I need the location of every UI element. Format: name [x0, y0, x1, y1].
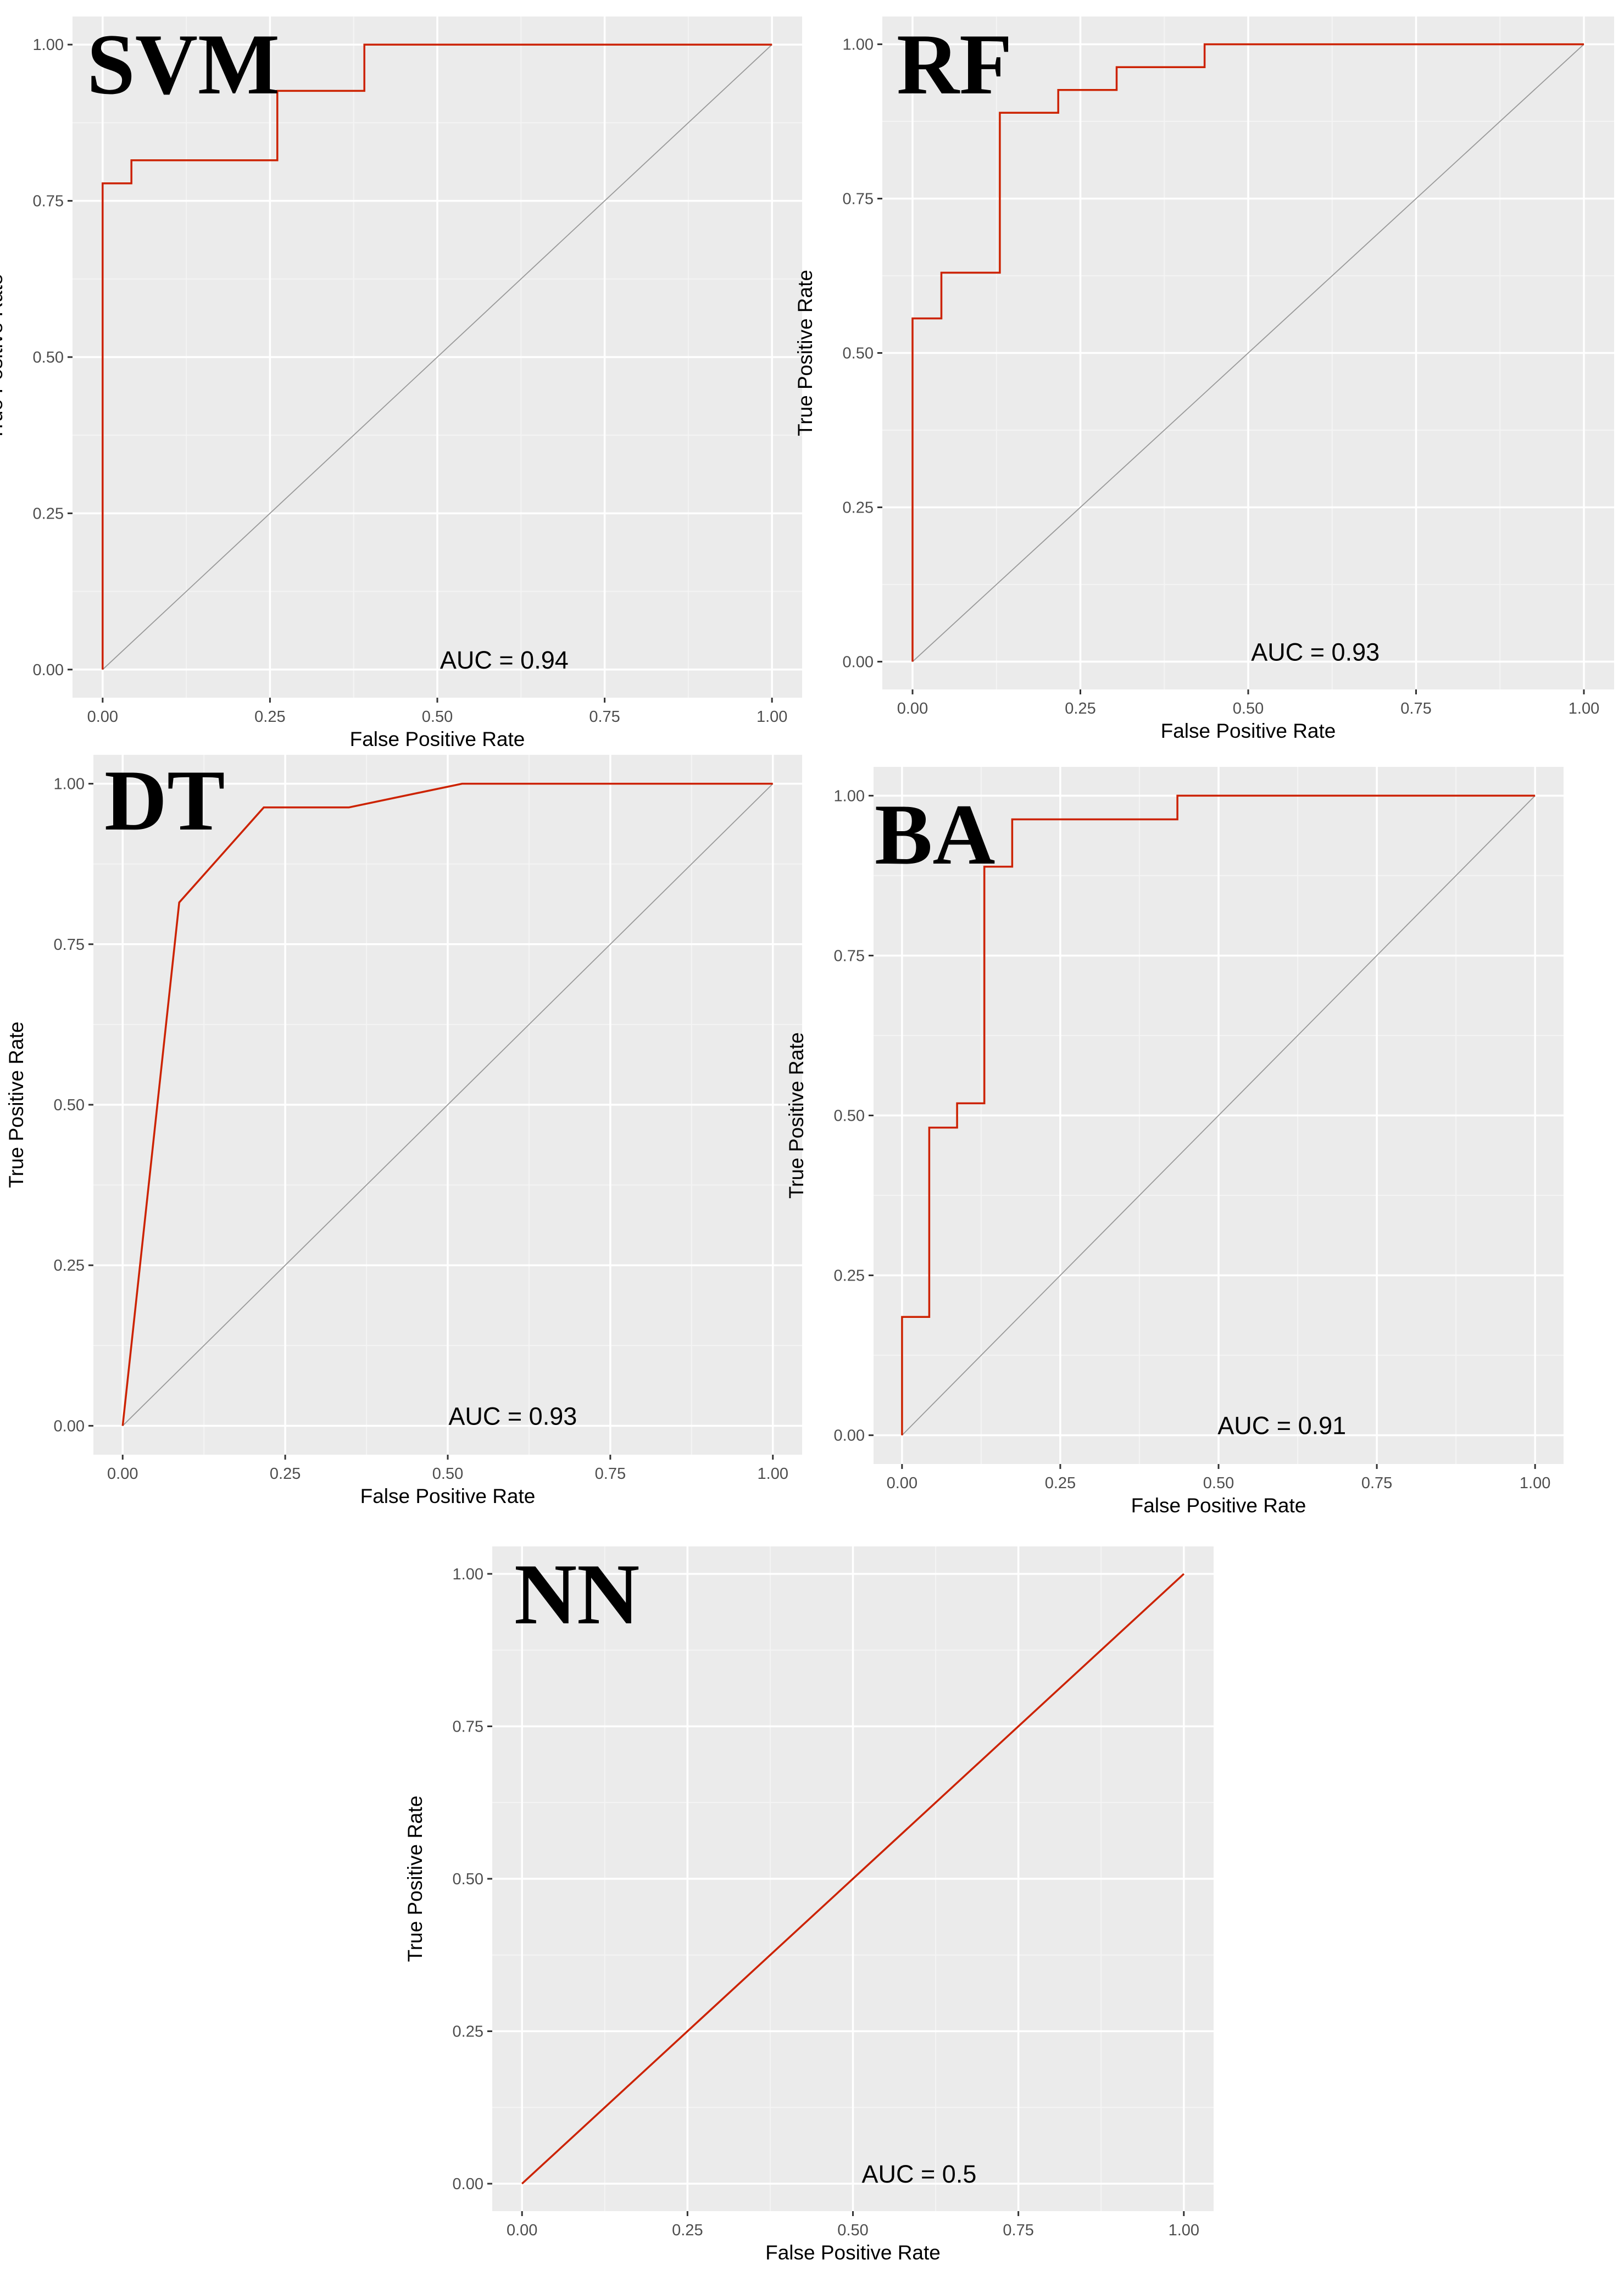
x-tick-label: 1.00 [758, 1465, 788, 1483]
diagonal-reference-line [102, 44, 772, 670]
diagonal-reference-line [122, 783, 774, 1427]
roc-panel-nn: 0.00 0.25 0.50 0.75 1.00 0.00 0.25 0.50 0.75 1.00… [404, 1546, 1214, 2264]
y-tick-label: 1.00 [843, 36, 874, 54]
x-tick-label: 0.50 [837, 2222, 868, 2239]
roc-curve-line [911, 43, 1584, 662]
x-tick-label: 1.00 [757, 708, 787, 726]
y-axis-title: True Positive Rate [794, 270, 816, 436]
auc-annotation: AUC = 0.94 [440, 646, 569, 674]
x-axis-title: False Positive Rate [765, 2241, 941, 2264]
x-tick-label: 0.50 [1233, 700, 1264, 717]
auc-annotation: AUC = 0.5 [862, 2160, 977, 2188]
x-tick-label: 0.25 [1065, 700, 1095, 717]
y-tick-label: 0.50 [834, 1107, 865, 1125]
y-tick-label: 0.25 [54, 1257, 85, 1274]
x-tick-label: 0.25 [1045, 1474, 1076, 1492]
y-tick-label: 0.75 [54, 936, 85, 954]
roc-curve-line [521, 1573, 1184, 2185]
roc-panel-rf: 0.00 0.25 0.50 0.75 1.00 0.00 0.25 0.50 0.75 1.00… [794, 16, 1614, 742]
roc-curve-line [901, 794, 1536, 1435]
auc-annotation: AUC = 0.93 [1251, 638, 1380, 666]
x-tick-label: 0.50 [1203, 1474, 1234, 1492]
x-tick-label: 0.75 [595, 1465, 626, 1483]
y-axis-title: True Positive Rate [785, 1032, 808, 1199]
x-tick-label: 0.50 [432, 1465, 463, 1483]
roc-curve-line [121, 782, 773, 1426]
y-tick-label: 0.75 [33, 193, 64, 210]
y-tick-label: 0.25 [33, 505, 64, 522]
y-tick-label: 1.00 [834, 787, 865, 805]
y-axis-title: True Positive Rate [5, 1022, 27, 1188]
diagonal-reference-line [912, 43, 1584, 663]
diagonal-reference-line [902, 795, 1536, 1436]
x-axis-title: False Positive Rate [1131, 1494, 1306, 1517]
y-tick-label: 0.75 [453, 1718, 483, 1735]
x-tick-label: 0.25 [270, 1465, 301, 1483]
y-tick-label: 0.25 [843, 499, 874, 516]
x-tick-label: 0.00 [507, 2222, 537, 2239]
y-tick-label: 1.00 [453, 1566, 483, 1583]
x-tick-label: 0.75 [1361, 1474, 1392, 1492]
x-tick-label: 0.75 [1400, 700, 1431, 717]
x-axis-title: False Positive Rate [360, 1485, 536, 1507]
y-tick-label: 0.00 [453, 2175, 483, 2193]
x-tick-label: 0.75 [1003, 2222, 1033, 2239]
y-tick-label: 0.00 [54, 1417, 85, 1435]
y-tick-label: 0.50 [453, 1871, 483, 1888]
roc-curve-line [102, 43, 772, 670]
y-tick-label: 0.00 [834, 1427, 865, 1445]
x-tick-label: 1.00 [1569, 700, 1599, 717]
x-tick-label: 0.50 [422, 708, 453, 726]
y-tick-label: 1.00 [54, 776, 85, 793]
y-tick-label: 0.50 [33, 349, 64, 366]
panel-label: DT [104, 753, 225, 849]
x-tick-label: 0.00 [87, 708, 118, 726]
roc-panel-ba: 0.00 0.25 0.50 0.75 1.00 0.00 0.25 0.50 0.75 1.00… [785, 767, 1564, 1517]
y-tick-label: 0.00 [33, 661, 64, 679]
panel-label: BA [875, 787, 995, 883]
y-axis-title: True Positive Rate [0, 274, 7, 441]
auc-annotation: AUC = 0.91 [1217, 1412, 1346, 1440]
x-tick-label: 0.00 [897, 700, 928, 717]
x-tick-label: 0.00 [887, 1474, 917, 1492]
y-tick-label: 0.75 [843, 191, 874, 208]
x-axis-title: False Positive Rate [350, 728, 525, 750]
x-tick-label: 0.75 [589, 708, 620, 726]
y-tick-label: 0.50 [54, 1097, 85, 1114]
y-tick-label: 0.25 [834, 1267, 865, 1285]
x-tick-label: 1.00 [1169, 2222, 1199, 2239]
roc-panel-svm: 0.00 0.25 0.50 0.75 1.00 0.00 0.25 0.50 0.75 1.00… [0, 16, 802, 750]
y-tick-label: 0.25 [453, 2023, 483, 2041]
x-tick-label: 1.00 [1520, 1474, 1550, 1492]
roc-panel-dt: 0.00 0.25 0.50 0.75 1.00 0.00 0.25 0.50 0.75 1.00… [5, 753, 802, 1507]
y-tick-label: 0.00 [843, 653, 874, 671]
x-tick-label: 0.25 [254, 708, 285, 726]
x-axis-title: False Positive Rate [1161, 720, 1336, 742]
y-tick-label: 1.00 [33, 36, 64, 54]
panel-label: RF [897, 16, 1013, 113]
y-tick-label: 0.50 [843, 345, 874, 363]
auc-annotation: AUC = 0.93 [448, 1402, 577, 1430]
panel-label: SVM [87, 16, 280, 113]
y-axis-title: True Positive Rate [404, 1796, 426, 1962]
y-tick-label: 0.75 [834, 947, 865, 965]
x-tick-label: 0.00 [107, 1465, 138, 1483]
panel-label: NN [514, 1546, 639, 1643]
x-tick-label: 0.25 [672, 2222, 703, 2239]
